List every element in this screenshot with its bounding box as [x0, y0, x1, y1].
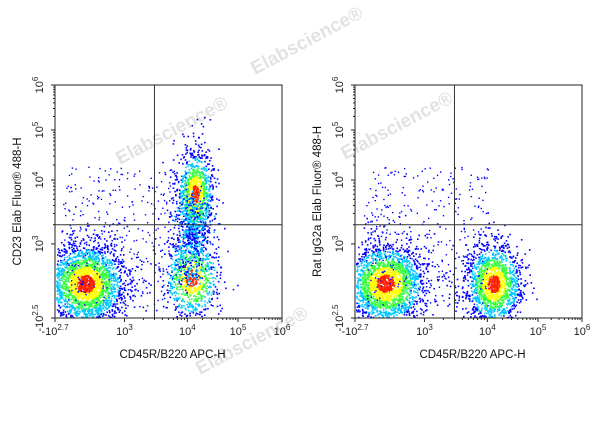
y-axis-label: CD23 Elab Fluor® 488-H — [12, 138, 24, 266]
watermark-layer: Elabscience® Elabscience® Elabscience® E… — [112, 3, 456, 380]
y-tick-label: -102.5 — [331, 304, 346, 332]
x-axis-label: CD45R/B220 APC-H — [419, 349, 525, 361]
y-tick-label: 103 — [331, 235, 346, 252]
watermark: Elabscience® — [192, 303, 311, 380]
y-axis-ticks: -102.5 103 104 105 106 — [331, 76, 355, 332]
watermark: Elabscience® — [112, 93, 231, 170]
x-tick-label: 105 — [230, 323, 247, 338]
y-tick-label: -102.5 — [31, 304, 46, 332]
x-axis-label: CD45R/B220 APC-H — [119, 349, 225, 361]
x-tick-label: 104 — [179, 323, 196, 338]
y-tick-label: 106 — [331, 76, 346, 93]
plot-panel-right: -102.7 103 104 105 106 -102.5 103 104 105 106 CD… — [312, 76, 591, 361]
event-dots — [356, 166, 538, 319]
x-tick-label: -102.7 — [341, 323, 369, 338]
y-tick-label: 106 — [31, 76, 46, 93]
x-axis-ticks: -102.7 103 104 105 106 — [341, 318, 591, 338]
x-tick-label: -102.7 — [41, 323, 69, 338]
x-tick-label: 106 — [574, 323, 591, 338]
event-dots — [56, 116, 239, 319]
y-tick-label: 105 — [31, 121, 46, 138]
y-axis-label: Rat IgG2a Elab Fluor® 488-H — [312, 126, 324, 277]
y-axis-ticks: -102.5 103 104 105 106 — [31, 76, 55, 332]
x-axis-ticks: -102.7 103 104 105 106 — [41, 318, 291, 338]
y-tick-label: 104 — [331, 171, 346, 188]
y-tick-label: 104 — [31, 171, 46, 188]
x-tick-label: 104 — [479, 323, 496, 338]
y-tick-label: 105 — [331, 121, 346, 138]
y-tick-label: 103 — [31, 235, 46, 252]
x-tick-label: 103 — [116, 323, 133, 338]
x-tick-label: 105 — [530, 323, 547, 338]
x-tick-label: 103 — [416, 323, 433, 338]
plot-panel-left: -102.7 103 104 105 106 -102.5 103 104 105 106 CD… — [12, 76, 291, 361]
x-tick-label: 106 — [274, 323, 291, 338]
watermark: Elabscience® — [247, 3, 366, 80]
